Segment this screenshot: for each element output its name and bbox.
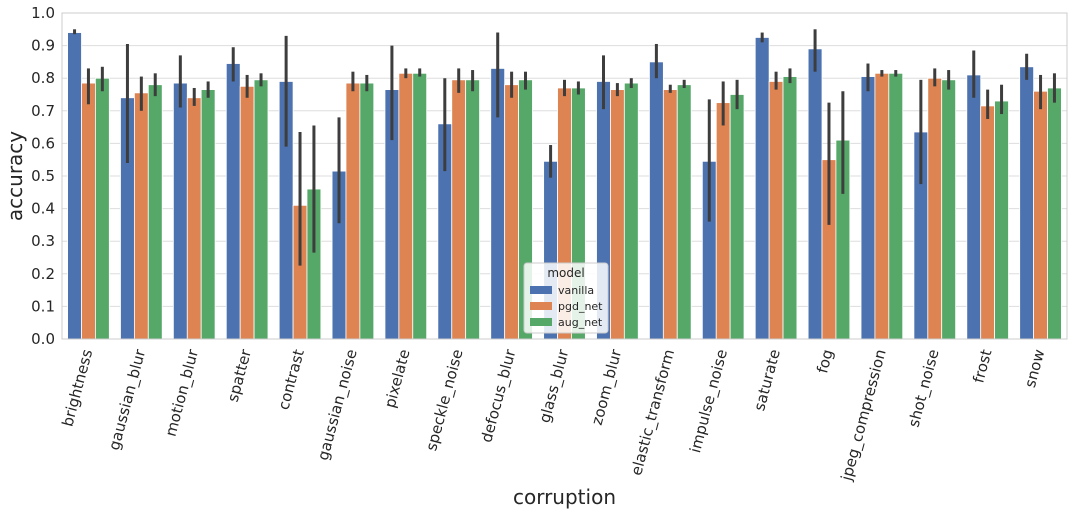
bar-aug_net bbox=[994, 100, 1009, 340]
bar-aug_net bbox=[253, 79, 269, 340]
y-tick-label: 0.1 bbox=[31, 297, 55, 315]
legend: model vanilla pgd_net aug_net bbox=[523, 262, 609, 334]
x-tick-label: brightness bbox=[58, 347, 96, 428]
x-tick-label: jpeg_compression bbox=[837, 347, 891, 483]
bar-aug_net bbox=[412, 72, 428, 340]
bar-pgd_net bbox=[874, 72, 890, 340]
legend-swatch-vanilla bbox=[530, 286, 552, 294]
x-tick-label: motion_blur bbox=[162, 347, 204, 439]
legend-items: vanilla pgd_net aug_net bbox=[530, 284, 603, 329]
legend-label-vanilla: vanilla bbox=[558, 284, 594, 297]
bar-aug_net bbox=[941, 79, 957, 340]
x-tick-label: zoom_blur bbox=[588, 347, 627, 428]
bar-pgd_net bbox=[133, 92, 149, 340]
bar-vanilla bbox=[1019, 66, 1035, 340]
bar-aug_net bbox=[147, 84, 163, 340]
x-tick-label: pixelate bbox=[381, 347, 414, 409]
bar-vanilla bbox=[860, 76, 876, 340]
bar-pgd_net bbox=[81, 82, 96, 340]
bar-pgd_net bbox=[980, 105, 996, 340]
bar-pgd_net bbox=[610, 89, 625, 340]
bar-pgd_net bbox=[927, 77, 943, 340]
legend-box bbox=[523, 262, 609, 334]
y-tick-label: 0.4 bbox=[31, 200, 55, 218]
y-tick-label: 0.5 bbox=[31, 167, 55, 185]
y-tick-label: 0.2 bbox=[31, 265, 55, 283]
y-tick-label: 0.0 bbox=[31, 330, 55, 348]
x-tick-label: gaussian_blur bbox=[105, 347, 150, 453]
bar-pgd_net bbox=[451, 79, 467, 340]
y-tick-labels: 0.0 0.1 0.2 0.3 0.4 0.5 0.6 0.7 0.8 0.9 1.0 bbox=[31, 4, 55, 348]
bar-pgd_net bbox=[239, 85, 255, 340]
bar-pgd_net bbox=[662, 89, 678, 340]
bar-pgd_net bbox=[345, 82, 361, 340]
bar-aug_net bbox=[1047, 87, 1062, 340]
y-tick-label: 1.0 bbox=[31, 4, 55, 22]
bar-layer bbox=[67, 32, 1062, 340]
bar-pgd_net bbox=[504, 84, 519, 340]
error-bar-layer bbox=[73, 29, 1056, 266]
bar-pgd_net bbox=[186, 97, 202, 340]
x-tick-label: elastic_transform bbox=[627, 347, 679, 477]
bar-aug_net bbox=[729, 94, 745, 340]
bar-pgd_net bbox=[715, 102, 731, 340]
x-tick-label: contrast bbox=[274, 347, 307, 412]
x-axis-title: corruption bbox=[513, 485, 616, 509]
bar-aug_net bbox=[200, 89, 216, 340]
y-axis-title: accuracy bbox=[3, 131, 27, 221]
bar-aug_net bbox=[782, 76, 798, 340]
bar-aug_net bbox=[94, 77, 110, 340]
bar-pgd_net bbox=[768, 81, 784, 340]
bar-vanilla bbox=[67, 32, 82, 340]
x-tick-label: snow bbox=[1021, 347, 1048, 389]
x-tick-label: speckle_noise bbox=[422, 347, 467, 453]
bar-aug_net bbox=[676, 84, 692, 340]
bar-pgd_net bbox=[398, 72, 414, 340]
plot-frame bbox=[61, 12, 1068, 340]
x-tick-label: glass_blur bbox=[535, 347, 573, 426]
bar-vanilla bbox=[649, 61, 664, 340]
bar-aug_net bbox=[359, 82, 375, 340]
x-tick-label: gaussian_noise bbox=[314, 347, 362, 462]
y-tick-label: 0.9 bbox=[31, 37, 55, 55]
legend-label-aug_net: aug_net bbox=[558, 316, 603, 329]
bar-vanilla bbox=[172, 82, 188, 340]
x-tick-label: saturate bbox=[750, 347, 784, 412]
bar-vanilla bbox=[807, 48, 823, 340]
y-tick-label: 0.6 bbox=[31, 134, 55, 152]
x-tick-label: spatter bbox=[224, 347, 255, 404]
bar-aug_net bbox=[623, 82, 639, 340]
y-tick-label: 0.8 bbox=[31, 69, 55, 87]
x-tick-label: shot_noise bbox=[905, 347, 944, 429]
legend-label-pgd_net: pgd_net bbox=[558, 300, 603, 313]
y-tick-label: 0.3 bbox=[31, 232, 55, 250]
bar-aug_net bbox=[465, 79, 480, 340]
x-tick-label: defocus_blur bbox=[477, 347, 520, 445]
bar-vanilla bbox=[966, 74, 982, 340]
x-tick-labels: brightness gaussian_blur motion_blur spatte… bbox=[58, 347, 1048, 484]
y-tick-label: 0.7 bbox=[31, 102, 55, 120]
x-tick-label: impulse_noise bbox=[686, 347, 732, 455]
bar-vanilla bbox=[754, 37, 770, 340]
legend-swatch-pgd_net bbox=[530, 302, 552, 310]
bar-aug_net bbox=[888, 72, 904, 340]
x-tick-label: fog bbox=[813, 347, 837, 375]
bar-pgd_net bbox=[1033, 90, 1048, 340]
legend-title: model bbox=[547, 266, 584, 280]
bar-vanilla bbox=[225, 63, 241, 340]
legend-swatch-aug_net bbox=[530, 318, 552, 326]
x-tick-label: frost bbox=[969, 347, 995, 385]
